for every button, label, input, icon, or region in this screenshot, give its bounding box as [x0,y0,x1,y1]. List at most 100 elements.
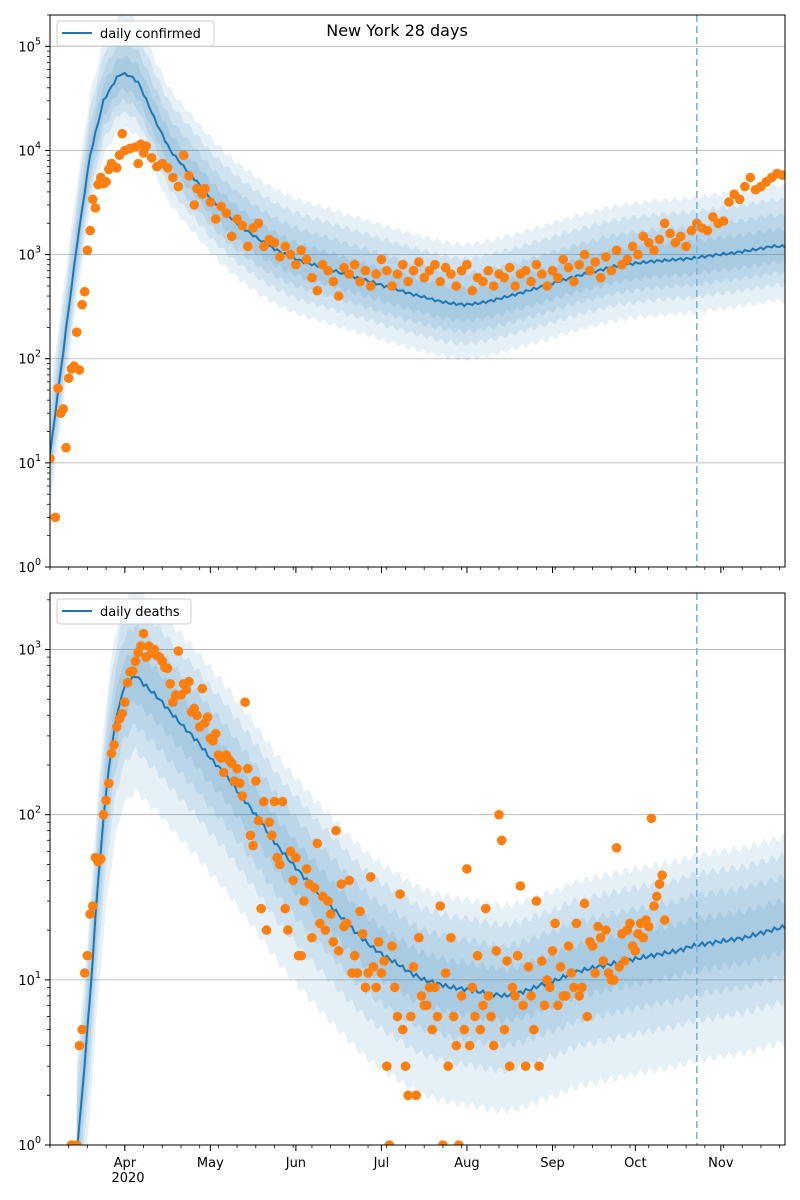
confirmed-point [520,265,531,276]
deaths-point [112,722,122,732]
deaths-point [598,956,609,966]
deaths-point [181,685,192,695]
x-tick-label: May [197,1156,224,1171]
deaths-point [122,677,133,688]
confirmed-point [360,265,371,276]
confirmed-point [85,225,95,236]
deaths-point [210,728,221,739]
x-tick-label: Jun [285,1156,306,1171]
deaths-point [478,1000,488,1011]
x-tick-label: Sep [540,1156,565,1171]
uncertainty-band [76,604,785,1145]
y-tick-label: 105 [18,36,41,55]
confirmed-point [221,208,232,218]
deaths-point [344,875,355,886]
confirmed-point [430,259,440,270]
confirmed-point [50,453,55,464]
deaths-point [312,838,323,849]
confirmed-point [117,128,127,139]
deaths-point [398,1024,408,1035]
deaths-point [248,840,258,851]
confirmed-point [101,177,111,187]
deaths-point [619,956,630,966]
deaths-point [261,925,272,935]
deaths-point [595,932,606,943]
confirmed-point [275,252,285,262]
deaths-point [235,778,245,789]
deaths-point [657,870,667,880]
deaths-point [85,909,95,919]
deaths-point [408,962,419,972]
confirmed-y-axis: 100 101 102 103 104 105 [18,14,50,576]
uncertainty-band [76,645,785,1145]
confirmed-model-line [50,71,785,455]
confirmed-point [510,281,520,291]
confirmed-point [232,214,242,224]
confirmed-point [462,259,472,270]
deaths-point [475,1024,486,1035]
deaths-point [553,1000,563,1011]
confirmed-point [291,259,301,270]
deaths-point [280,903,291,914]
confirmed-point [216,201,226,212]
confirmed-axes-frame [49,14,786,568]
confirmed-point [446,269,456,279]
confirmed-point [133,158,143,169]
deaths-point [74,1040,85,1051]
y-tick-label: 102 [18,349,41,368]
confirmed-point [112,163,122,173]
deaths-point [253,815,264,826]
deaths-point [77,1024,87,1035]
deaths-point [502,956,512,966]
confirmed-point [382,265,392,276]
confirmed-point [90,203,101,213]
confirmed-point [162,163,173,173]
y-tick-label: 103 [18,640,41,659]
deaths-point [459,1024,470,1035]
confirmed-point [553,272,563,283]
confirmed-point [740,181,750,192]
deaths-point [136,641,146,651]
deaths-point [98,809,109,820]
confirmed-point [563,262,574,273]
deaths-point [165,679,176,689]
confirmed-x-axis [49,567,781,573]
deaths-point [563,941,574,951]
confirmed-point [702,225,713,236]
deaths-point [283,925,293,935]
confirmed-point [173,181,184,192]
confirmed-point [344,269,355,279]
confirmed-observations [50,128,785,523]
confirmed-point [333,291,344,301]
deaths-point [376,968,387,978]
deaths-axes-frame [49,592,786,1146]
deaths-point [488,1040,499,1051]
confirmed-point [579,249,590,260]
deaths-point [582,1011,592,1022]
deaths-point [438,1140,448,1145]
deaths-point [472,950,483,961]
y-tick-label: 100 [18,557,41,576]
confirmed-point [665,228,675,239]
deaths-point [539,1000,550,1011]
confirmed-point [141,141,151,151]
confirmed-point [63,373,74,384]
deaths-point [245,830,256,841]
deaths-point [79,968,90,978]
deaths-point [601,925,611,935]
deaths-point [515,881,526,891]
confirmed-point [638,231,649,242]
confirmed-point [435,276,446,287]
deaths-point [328,937,339,947]
deaths-point [537,956,547,966]
confirmed-point [285,249,296,260]
confirmed-point [403,276,413,287]
deaths-point [403,1090,413,1101]
confirmed-point [77,299,87,310]
deaths-point [237,791,248,801]
deaths-panel: 100 101 102 103 Apr May Jun Jul Aug Sep Oct Nov 20… [18,592,786,1186]
confirmed-point [312,285,323,296]
deaths-point [561,991,571,1001]
deaths-point [625,918,635,929]
confirmed-point [253,218,264,229]
